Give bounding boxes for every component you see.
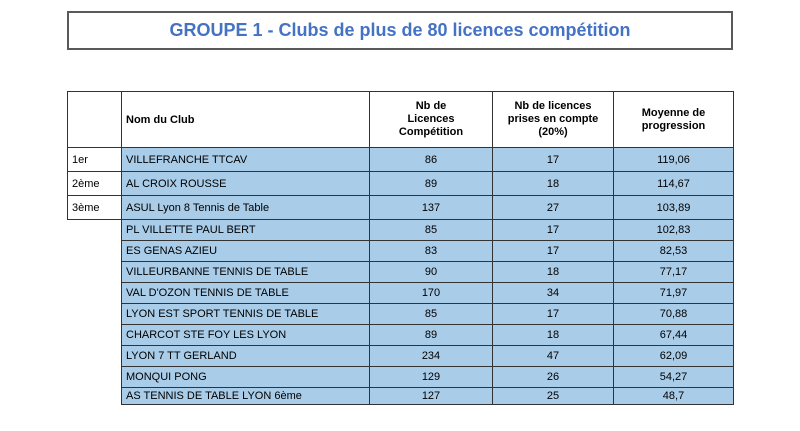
prises-cell: 18	[492, 324, 614, 346]
moyenne-cell: 119,06	[613, 147, 734, 172]
table-row: LYON 7 TT GERLAND 234 47 62,09	[68, 345, 734, 367]
rank-cell	[68, 388, 122, 405]
licences-cell: 89	[369, 324, 493, 346]
rank-cell	[68, 346, 122, 367]
licences-cell: 85	[369, 219, 493, 241]
table-row: AS TENNIS DE TABLE LYON 6ème 127 25 48,7	[68, 387, 734, 405]
club-cell: AL CROIX ROUSSE	[121, 171, 370, 196]
moyenne-cell: 102,83	[613, 219, 734, 241]
header-moyenne: Moyenne de progression	[613, 91, 734, 148]
club-cell: MONQUI PONG	[121, 366, 370, 388]
results-table: Nom du Club Nb de Licences Compétition N…	[67, 91, 734, 405]
licences-cell: 127	[369, 387, 493, 405]
licences-cell: 90	[369, 261, 493, 283]
licences-cell: 85	[369, 303, 493, 325]
rank-cell: 2ème	[67, 171, 122, 196]
club-cell: LYON 7 TT GERLAND	[121, 345, 370, 367]
rank-cell	[68, 325, 122, 346]
club-cell: ASUL Lyon 8 Tennis de Table	[121, 195, 370, 220]
header-row: Nom du Club Nb de Licences Compétition N…	[67, 91, 734, 148]
club-cell: VILLEURBANNE TENNIS DE TABLE	[121, 261, 370, 283]
moyenne-cell: 54,27	[613, 366, 734, 388]
header-club: Nom du Club	[121, 91, 370, 148]
table-row: CHARCOT STE FOY LES LYON 89 18 67,44	[68, 324, 734, 346]
table-row: ES GENAS AZIEU 83 17 82,53	[68, 240, 734, 262]
club-cell: VAL D'OZON TENNIS DE TABLE	[121, 282, 370, 304]
rank-cell	[68, 367, 122, 388]
header-licences: Nb de Licences Compétition	[369, 91, 493, 148]
prises-cell: 47	[492, 345, 614, 367]
prises-cell: 17	[492, 240, 614, 262]
header-prises: Nb de licences prises en compte (20%)	[492, 91, 614, 148]
rank-cell	[68, 220, 122, 241]
table-row: VAL D'OZON TENNIS DE TABLE 170 34 71,97	[68, 282, 734, 304]
moyenne-cell: 70,88	[613, 303, 734, 325]
moyenne-cell: 114,67	[613, 171, 734, 196]
licences-cell: 129	[369, 366, 493, 388]
rank-cell	[68, 241, 122, 262]
prises-cell: 17	[492, 219, 614, 241]
table-body: 1er VILLEFRANCHE TTCAV 86 17 119,06 2ème AL CR…	[67, 147, 734, 405]
prises-cell: 34	[492, 282, 614, 304]
prises-cell: 18	[492, 261, 614, 283]
moyenne-cell: 77,17	[613, 261, 734, 283]
licences-cell: 234	[369, 345, 493, 367]
moyenne-cell: 82,53	[613, 240, 734, 262]
club-cell: AS TENNIS DE TABLE LYON 6ème	[121, 387, 370, 405]
rank-cell: 3ème	[67, 195, 122, 220]
header-rank	[67, 91, 122, 148]
moyenne-cell: 67,44	[613, 324, 734, 346]
table-row: VILLEURBANNE TENNIS DE TABLE 90 18 77,17	[68, 261, 734, 283]
moyenne-cell: 62,09	[613, 345, 734, 367]
prises-cell: 17	[492, 303, 614, 325]
moyenne-cell: 71,97	[613, 282, 734, 304]
licences-cell: 137	[369, 195, 493, 220]
prises-cell: 18	[492, 171, 614, 196]
licences-cell: 89	[369, 171, 493, 196]
moyenne-cell: 103,89	[613, 195, 734, 220]
licences-cell: 170	[369, 282, 493, 304]
club-cell: LYON EST SPORT TENNIS DE TABLE	[121, 303, 370, 325]
prises-cell: 17	[492, 147, 614, 172]
rank-cell	[68, 283, 122, 304]
prises-cell: 26	[492, 366, 614, 388]
club-cell: PL VILLETTE PAUL BERT	[121, 219, 370, 241]
table-row: 1er VILLEFRANCHE TTCAV 86 17 119,06	[67, 147, 734, 172]
prises-cell: 27	[492, 195, 614, 220]
rank-cell	[68, 262, 122, 283]
table-row: 2ème AL CROIX ROUSSE 89 18 114,67	[67, 171, 734, 196]
licences-cell: 86	[369, 147, 493, 172]
rank-cell: 1er	[67, 147, 122, 172]
table-row: PL VILLETTE PAUL BERT 85 17 102,83	[68, 219, 734, 241]
moyenne-cell: 48,7	[613, 387, 734, 405]
title-box: GROUPE 1 - Clubs de plus de 80 licences …	[67, 11, 733, 50]
licences-cell: 83	[369, 240, 493, 262]
table-row: 3ème ASUL Lyon 8 Tennis de Table 137 27 103,…	[67, 195, 734, 220]
club-cell: VILLEFRANCHE TTCAV	[121, 147, 370, 172]
page-title: GROUPE 1 - Clubs de plus de 80 licences …	[169, 20, 631, 40]
club-cell: CHARCOT STE FOY LES LYON	[121, 324, 370, 346]
rank-cell	[68, 304, 122, 325]
prises-cell: 25	[492, 387, 614, 405]
table-row: MONQUI PONG 129 26 54,27	[68, 366, 734, 388]
club-cell: ES GENAS AZIEU	[121, 240, 370, 262]
table-row: LYON EST SPORT TENNIS DE TABLE 85 17 70,88	[68, 303, 734, 325]
